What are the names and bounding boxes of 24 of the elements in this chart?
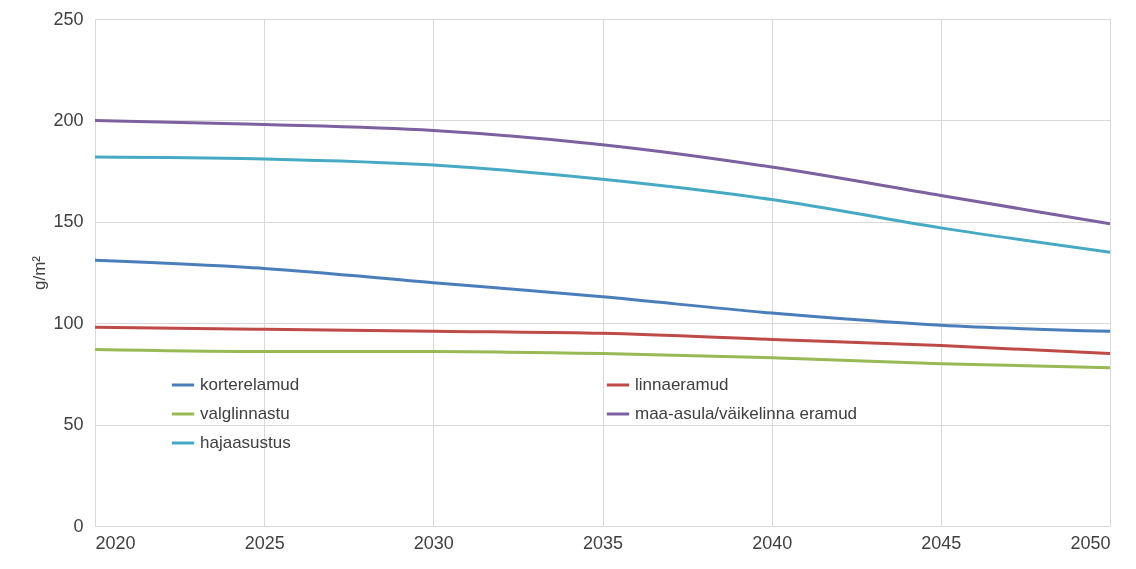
y-tick-label: 100 (53, 312, 84, 333)
y-tick-label: 0 (73, 515, 84, 536)
x-tick-label: 2025 (244, 532, 285, 553)
x-tick-label: 2030 (413, 532, 454, 553)
y-tick-label: 150 (53, 211, 84, 232)
x-tick-label: 2040 (752, 532, 793, 553)
y-tick-label: 250 (53, 8, 84, 29)
legend-label: linnaeramud (635, 375, 729, 394)
y-axis-title: g/m² (30, 255, 50, 290)
x-tick-label: 2045 (921, 532, 962, 553)
line-series (93, 155, 1112, 254)
y-tick-label: 50 (63, 414, 84, 435)
line-series (93, 258, 1112, 333)
x-tick-label: 2035 (582, 532, 624, 553)
x-tick-label: 2050 (1070, 532, 1111, 553)
y-tick-label: 200 (53, 109, 84, 130)
legend-label: korterelamud (200, 375, 300, 394)
line-series (93, 118, 1112, 226)
x-tick-label: 2020 (95, 532, 136, 553)
legend-label: valglinnastu (200, 404, 290, 423)
legend-label: hajaasustus (200, 433, 291, 452)
legend-label: maa-asula/väikelinna eramud (635, 404, 858, 423)
line-series (93, 325, 1112, 356)
line-series (93, 348, 1112, 370)
